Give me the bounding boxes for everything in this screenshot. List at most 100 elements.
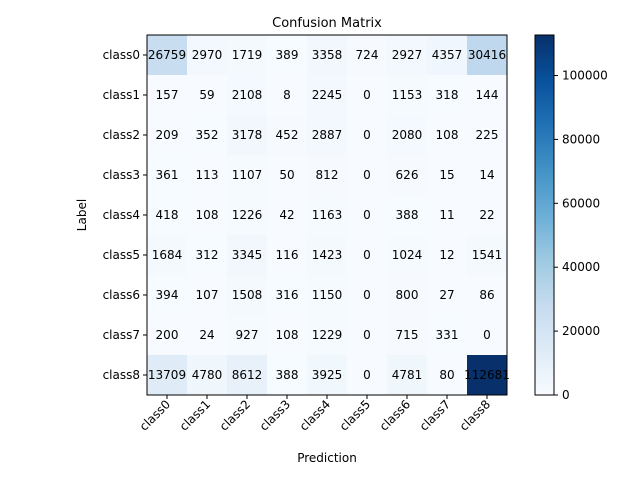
cell-value-label: 2080 [392,128,423,142]
heatmap-cell [227,155,267,195]
heatmap-cell [307,235,347,275]
heatmap-cell [147,315,187,355]
cell-value-label: 1226 [232,208,263,222]
heatmap-cell [307,315,347,355]
cell-value-label: 927 [236,328,259,342]
cell-value-label: 394 [156,288,179,302]
heatmap-cell [187,275,227,315]
heatmap-cell [307,275,347,315]
heatmap-cell [307,115,347,155]
cell-value-label: 1150 [312,288,343,302]
cell-value-label: 59 [199,88,214,102]
x-tick-label: class6 [377,397,413,433]
heatmap-cell [387,155,427,195]
heatmap-cell [427,75,467,115]
cell-value-label: 108 [436,128,459,142]
heatmap-cell [267,115,307,155]
heatmap-cell [187,75,227,115]
cell-value-label: 200 [156,328,179,342]
x-tick-label: class0 [137,397,173,433]
cell-value-label: 361 [156,168,179,182]
heatmap-cell [347,75,387,115]
cell-value-labels: 26759 2970 1719 389 3358 724 2927 4357 30416 157 5… [148,48,510,382]
cell-value-label: 3178 [232,128,263,142]
heatmap-cell [187,155,227,195]
cell-value-label: 626 [396,168,419,182]
x-tick-label: class7 [417,397,453,433]
heatmap-cell [307,75,347,115]
cell-value-label: 0 [363,168,371,182]
heatmap-cell [267,35,307,75]
heatmap-cell [227,275,267,315]
heatmap-cell [267,195,307,235]
heatmap-cell [147,195,187,235]
heatmap-cell [467,35,507,75]
heatmap-cell [147,115,187,155]
cell-value-label: 388 [276,368,299,382]
heatmap-cell [147,275,187,315]
heatmap-cell [307,155,347,195]
cell-value-label: 2245 [312,88,343,102]
heatmap-cell [227,195,267,235]
heatmap-cell [267,315,307,355]
cell-value-label: 312 [196,248,219,262]
heatmap-cell [347,315,387,355]
y-axis-ticks: class0 class1 class2 class3 class4 class5 clas… [103,48,147,382]
cell-value-label: 2108 [232,88,263,102]
heatmap-cell [347,155,387,195]
heatmap-cell [427,355,467,395]
cell-value-label: 8612 [232,368,263,382]
heatmap-cell [387,275,427,315]
y-tick-label: class6 [103,288,140,302]
cell-value-label: 0 [363,288,371,302]
heatmap-cell [267,355,307,395]
heatmap-cell [307,195,347,235]
x-tick-label: class4 [297,397,333,433]
cell-value-label: 11 [439,208,454,222]
cell-value-label: 1024 [392,248,423,262]
heatmap-cell [147,235,187,275]
cell-value-label: 0 [363,248,371,262]
heatmap-cell [427,315,467,355]
cell-value-label: 50 [279,168,294,182]
heatmap-cell [387,355,427,395]
cell-value-label: 4357 [432,48,463,62]
heatmap-cell [467,315,507,355]
y-tick-label: class3 [103,168,140,182]
colorbar-tick-label: 40000 [562,260,600,274]
colorbar-tick-label: 0 [562,388,570,402]
heatmap-cell [147,35,187,75]
cell-value-label: 3358 [312,48,343,62]
heatmap-cell [267,275,307,315]
heatmap-cell [467,155,507,195]
cell-value-label: 24 [199,328,214,342]
cell-value-label: 389 [276,48,299,62]
heatmap-cell [467,75,507,115]
heatmap-cell [187,235,227,275]
cell-value-label: 715 [396,328,419,342]
y-tick-label: class1 [103,88,140,102]
cell-value-label: 724 [356,48,379,62]
cell-value-label: 86 [479,288,494,302]
heatmap-cell [347,235,387,275]
cell-value-label: 107 [196,288,219,302]
heatmap-cell [267,155,307,195]
heatmap-cell [147,75,187,115]
cell-value-label: 112681 [464,368,510,382]
chart-title: Confusion Matrix [272,16,382,31]
heatmap-cell [347,195,387,235]
x-axis-label: Prediction [297,451,357,465]
x-tick-label: class8 [457,397,493,433]
x-tick-label: class3 [257,397,293,433]
heatmap-cell [347,35,387,75]
heatmap-cell [227,315,267,355]
cell-value-label: 13709 [148,368,186,382]
heatmap-cell [227,75,267,115]
heatmap-cell [467,195,507,235]
cell-value-label: 42 [279,208,294,222]
y-tick-label: class7 [103,328,140,342]
cell-value-label: 331 [436,328,459,342]
cell-value-label: 209 [156,128,179,142]
cell-value-label: 1423 [312,248,343,262]
cell-value-label: 0 [363,128,371,142]
